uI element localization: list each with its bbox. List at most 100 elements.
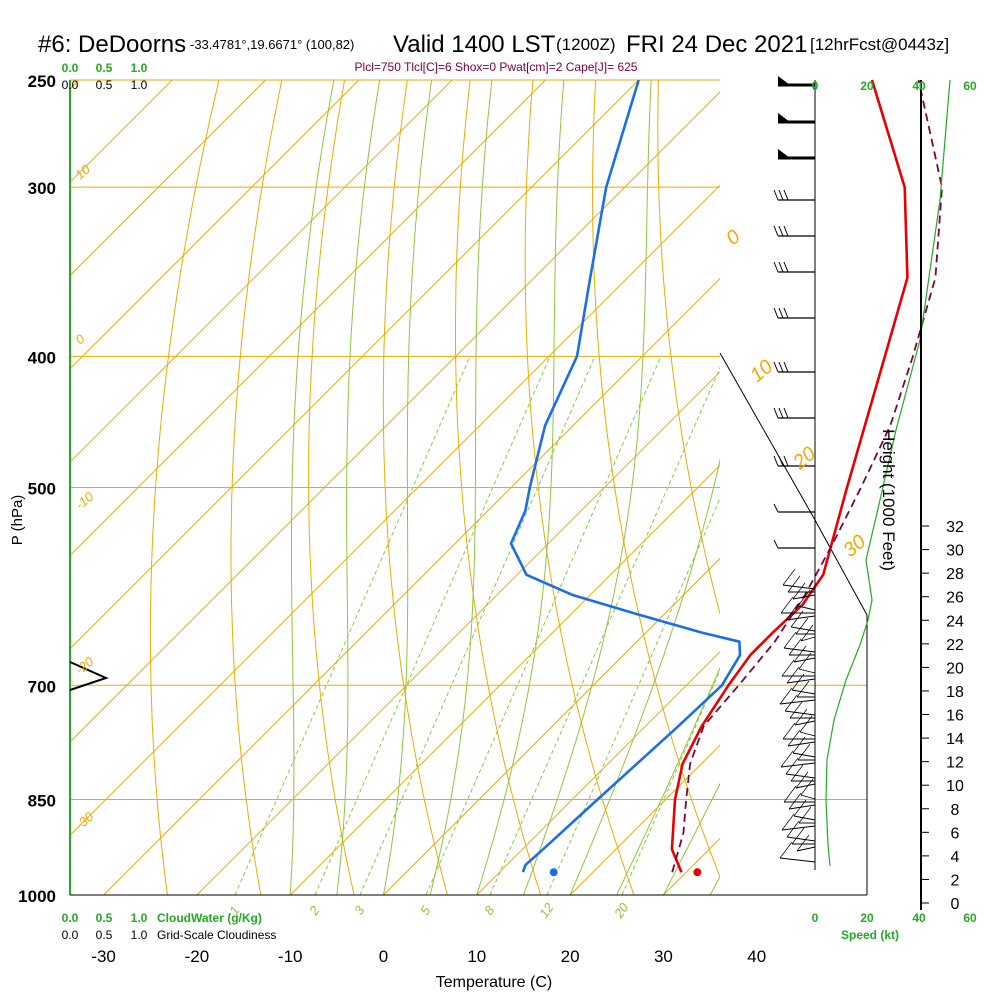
moist-adiabat xyxy=(709,875,720,895)
speed-scale-label: 60 xyxy=(963,79,977,93)
wind-barb xyxy=(786,666,816,684)
isotherm-line xyxy=(70,80,360,370)
surface-temperature-dot xyxy=(693,868,702,877)
cloudwater-scale-label: 0.0 xyxy=(62,61,79,75)
cloudiness-scale-label: 0.5 xyxy=(96,928,113,942)
dry-adiabat xyxy=(592,80,720,879)
temperature-tick-label: -20 xyxy=(185,947,210,966)
cloudwater-scale-label: 0.0 xyxy=(62,911,79,925)
cloudwater-label: CloudWater (g/Kg) xyxy=(157,911,262,925)
surface-dewpoint-dot xyxy=(549,868,558,877)
pressure-tick-label: 300 xyxy=(28,179,56,198)
moist-adiabat xyxy=(383,80,433,895)
wind-barb xyxy=(786,820,816,842)
speed-scale-label: 60 xyxy=(963,911,977,925)
wind-barb xyxy=(790,610,816,632)
isotherm-label: -10 xyxy=(72,488,97,512)
wind-barb xyxy=(795,617,815,635)
wind-barb xyxy=(797,589,816,611)
wind-barb xyxy=(779,687,816,705)
wind-barb xyxy=(779,841,816,863)
wind-barb xyxy=(778,149,815,160)
speed-scale-label: 40 xyxy=(912,79,926,93)
wind-barb xyxy=(781,659,815,677)
cloudiness-scale-label: 1.0 xyxy=(131,78,148,92)
zulu-time: (1200Z) xyxy=(556,35,616,54)
isotherm-line xyxy=(476,651,720,895)
wind-barb xyxy=(785,757,816,779)
isotherm-line xyxy=(943,80,1000,895)
dewpoint-line xyxy=(509,79,742,873)
isotherm-line xyxy=(569,744,720,895)
temperature-tick-label: 20 xyxy=(561,947,580,966)
wind-barb xyxy=(780,596,815,614)
wind-barb xyxy=(778,113,815,124)
wind-barb xyxy=(780,750,816,768)
wind-barb xyxy=(784,694,816,716)
moist-adiabat xyxy=(616,666,720,895)
wind-barb xyxy=(781,813,816,831)
speed-scale-label: 0 xyxy=(812,911,819,925)
height-tick-label: 32 xyxy=(946,519,964,536)
pressure-tick-label: 250 xyxy=(28,72,56,91)
pressure-tick-label: 1000 xyxy=(18,887,56,906)
cloudwater-scale-label: 1.0 xyxy=(131,911,148,925)
wind-speed-profile xyxy=(825,79,951,867)
moist-adiabat xyxy=(289,80,335,895)
height-tick-label: 2 xyxy=(951,872,960,889)
height-tick-label: 30 xyxy=(946,543,964,560)
height-tick-label: 20 xyxy=(946,660,964,677)
mixing-ratio-line xyxy=(621,669,720,895)
dry-adiabat xyxy=(524,80,635,895)
wind-barb xyxy=(773,307,815,319)
height-tick-label: 10 xyxy=(946,778,964,795)
temperature-tick-label: 10 xyxy=(467,947,486,966)
wind-barb xyxy=(791,673,816,695)
isotherm-label: 0 xyxy=(72,331,88,348)
station-title: #6: DeDoorns xyxy=(38,31,187,58)
wind-barb xyxy=(773,225,815,237)
parcel-line xyxy=(671,79,943,873)
pressure-tick-label: 500 xyxy=(28,480,56,499)
isotherm-label: 30 xyxy=(839,531,870,562)
wind-barb xyxy=(773,361,815,373)
cloud-fraction-marker xyxy=(69,661,109,691)
height-tick-label: 16 xyxy=(946,708,964,725)
wind-barb xyxy=(800,778,816,800)
wind-barb xyxy=(796,834,816,852)
wind-barb xyxy=(787,575,815,593)
wind-barb xyxy=(783,785,815,803)
dry-adiabat xyxy=(308,80,355,895)
wind-barb xyxy=(785,603,816,621)
wind-barb xyxy=(773,503,815,513)
wind-barb xyxy=(799,715,816,737)
height-tick-label: 12 xyxy=(946,755,964,772)
dry-adiabat xyxy=(382,80,448,895)
cloudiness-label: Grid-Scale Cloudiness xyxy=(157,928,276,942)
isotherm-label: 10 xyxy=(746,356,777,387)
speed-scale-label: 40 xyxy=(912,911,926,925)
station-coords: -33.4781°,19.6671° (100,82) xyxy=(190,37,355,52)
dry-adiabat xyxy=(455,80,542,895)
dry-adiabat xyxy=(657,80,720,616)
isotherm-label: 10 xyxy=(72,161,93,182)
cloudiness-scale-label: 0.5 xyxy=(96,78,113,92)
moist-adiabat xyxy=(662,782,720,895)
cloudwater-scale-label: 1.0 xyxy=(131,61,148,75)
wind-barb xyxy=(773,455,815,467)
dry-adiabat xyxy=(909,80,1000,895)
temperature-tick-label: 40 xyxy=(747,947,766,966)
temperature-tick-label: -30 xyxy=(91,947,116,966)
cloudwater-scale-label: 0.5 xyxy=(96,61,113,75)
height-tick-label: 28 xyxy=(946,566,964,583)
cloudwater-scale-label: 0.5 xyxy=(96,911,113,925)
temperature-tick-label: 0 xyxy=(379,947,388,966)
height-tick-label: 18 xyxy=(946,684,964,701)
moist-adiabat xyxy=(336,80,381,895)
mixing-ratio-label: 20 xyxy=(610,900,632,922)
wind-barb xyxy=(773,189,815,201)
mixing-ratio-label: 2 xyxy=(306,903,323,919)
parcel-indices-subtitle: Plcl=750 Tlcl[C]=6 Shox=0 Pwat[cm]=2 Cap… xyxy=(355,60,638,74)
wind-barb xyxy=(788,638,815,656)
pressure-tick-label: 850 xyxy=(28,791,56,810)
